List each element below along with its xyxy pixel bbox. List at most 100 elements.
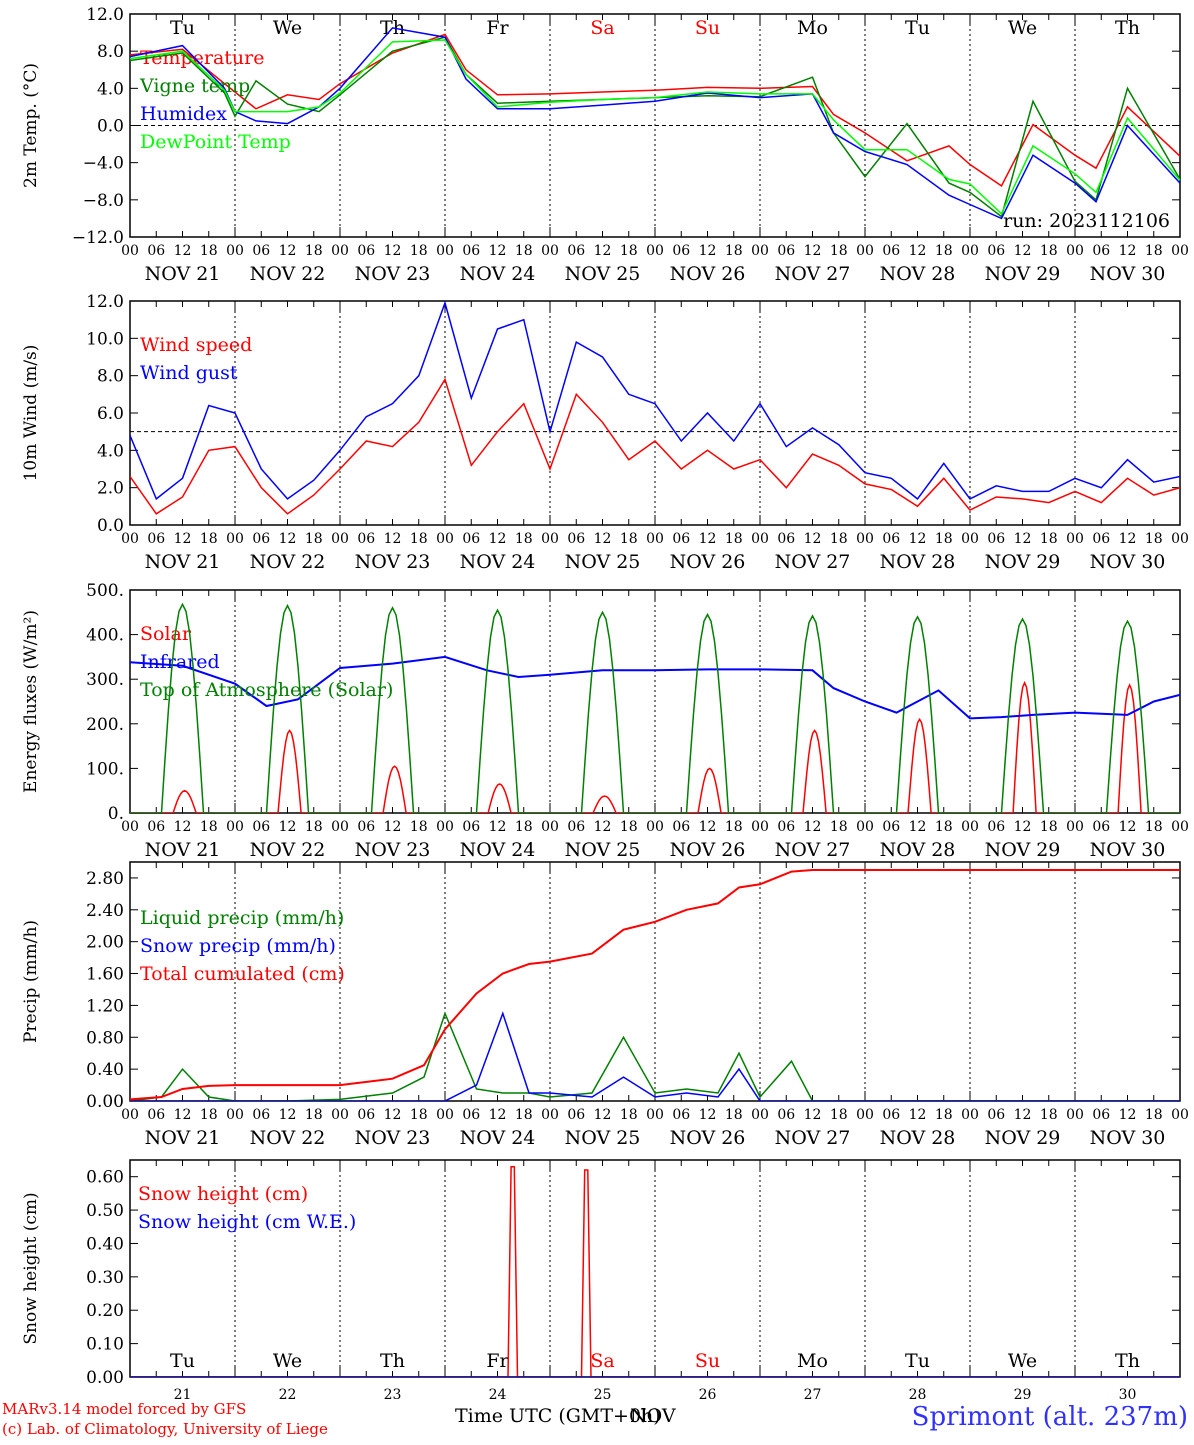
series-line-0 (130, 33, 1180, 187)
hour-label: 18 (935, 531, 953, 547)
hour-label: 00 (961, 1107, 979, 1123)
series-line-2 (130, 27, 1180, 220)
weekday-label: Tu (170, 17, 195, 39)
y-tick-label: 100. (86, 759, 124, 779)
hour-label: 12 (804, 531, 822, 547)
day-number-label: 21 (174, 1387, 192, 1403)
y-tick-label: 0.40 (86, 1060, 124, 1080)
hour-label: 06 (147, 819, 165, 835)
hour-label: 00 (1171, 243, 1189, 259)
hour-label: 18 (200, 819, 218, 835)
y-tick-label: 8.0 (97, 367, 124, 387)
y-tick-label: 6.0 (97, 404, 124, 424)
hour-label: 00 (751, 531, 769, 547)
hour-label: 06 (567, 1107, 585, 1123)
date-label: NOV 26 (670, 1127, 746, 1149)
date-label: NOV 29 (985, 1127, 1061, 1149)
hour-label: 06 (567, 819, 585, 835)
hour-label: 06 (567, 243, 585, 259)
day-number-label: 24 (489, 1387, 507, 1403)
legend-entry: Infrared (140, 651, 220, 673)
hour-label: 18 (725, 1107, 743, 1123)
date-label: NOV 24 (460, 1127, 536, 1149)
hour-label: 12 (1014, 531, 1032, 547)
date-label: NOV 30 (1090, 263, 1166, 285)
weekday-label: Mo (797, 1350, 828, 1372)
weekday-label: Su (695, 1350, 720, 1372)
date-label: NOV 25 (565, 1127, 641, 1149)
hour-label: 12 (489, 243, 507, 259)
legend-entry: Snow height (cm) (138, 1183, 308, 1205)
hour-label: 12 (279, 531, 297, 547)
legend-entry: Total cumulated (cm) (140, 963, 345, 985)
hour-label: 06 (357, 819, 375, 835)
hour-label: 06 (777, 819, 795, 835)
hour-label: 00 (121, 243, 139, 259)
hour-label: 18 (620, 819, 638, 835)
hour-label: 00 (226, 819, 244, 835)
hour-label: 12 (1119, 1107, 1137, 1123)
hour-label: 06 (462, 819, 480, 835)
weekday-label: Tu (170, 1350, 195, 1372)
y-tick-label: −4.0 (83, 154, 124, 174)
date-label: NOV 29 (985, 551, 1061, 573)
date-label: NOV 27 (775, 839, 851, 861)
hour-label: 18 (410, 243, 428, 259)
hour-label: 06 (357, 531, 375, 547)
hour-label: 18 (410, 531, 428, 547)
legend-entry: Liquid precip (mm/h) (140, 907, 344, 929)
hour-label: 00 (856, 1107, 874, 1123)
y-tick-label: 1.60 (86, 965, 124, 985)
hour-label: 12 (1119, 819, 1137, 835)
weekday-label: Th (1115, 1350, 1140, 1372)
weekday-label: We (1008, 1350, 1037, 1372)
hour-label: 06 (147, 243, 165, 259)
y-tick-label: 0.00 (86, 1368, 124, 1388)
hour-label: 12 (174, 243, 192, 259)
hour-label: 06 (987, 1107, 1005, 1123)
time-axis-label: Time UTC (GMT+0h) (455, 1405, 661, 1427)
hour-label: 18 (620, 531, 638, 547)
hour-label: 12 (489, 1107, 507, 1123)
day-number-label: 25 (594, 1387, 612, 1403)
hour-label: 12 (699, 819, 717, 835)
day-number-label: 27 (804, 1387, 822, 1403)
legend-entry: Snow precip (mm/h) (140, 935, 336, 957)
hour-label: 18 (410, 1107, 428, 1123)
date-label: NOV 27 (775, 1127, 851, 1149)
weekday-label: We (273, 1350, 302, 1372)
hour-label: 00 (961, 819, 979, 835)
date-label: NOV 25 (565, 551, 641, 573)
hour-label: 12 (1119, 243, 1137, 259)
hour-label: 06 (252, 243, 270, 259)
legend-entry: Vigne temp (139, 75, 250, 97)
y-tick-label: 0.00 (86, 1092, 124, 1112)
series-line-0 (130, 1011, 1180, 1101)
hour-label: 06 (1092, 243, 1110, 259)
y-tick-label: 1.20 (86, 996, 124, 1016)
hour-label: 18 (1145, 819, 1163, 835)
hour-label: 00 (331, 819, 349, 835)
hour-label: 18 (935, 819, 953, 835)
hour-label: 18 (1040, 1107, 1058, 1123)
hour-label: 06 (357, 1107, 375, 1123)
run-annotation: run: 2023112106 (1003, 210, 1170, 232)
date-label: NOV 22 (250, 551, 326, 573)
hour-label: 06 (1092, 1107, 1110, 1123)
hour-label: 18 (830, 819, 848, 835)
hour-label: 18 (935, 1107, 953, 1123)
hour-label: 00 (541, 819, 559, 835)
time-axis-overlap-label: NOV (630, 1405, 676, 1427)
hour-label: 18 (515, 531, 533, 547)
hour-label: 06 (147, 531, 165, 547)
hour-label: 00 (541, 531, 559, 547)
hour-label: 18 (305, 819, 323, 835)
date-label: NOV 23 (355, 263, 431, 285)
date-label: NOV 25 (565, 263, 641, 285)
hour-label: 00 (1066, 819, 1084, 835)
hour-label: 12 (174, 1107, 192, 1123)
legend-entry: DewPoint Temp (140, 131, 291, 153)
hour-label: 12 (1119, 531, 1137, 547)
hour-label: 00 (646, 1107, 664, 1123)
